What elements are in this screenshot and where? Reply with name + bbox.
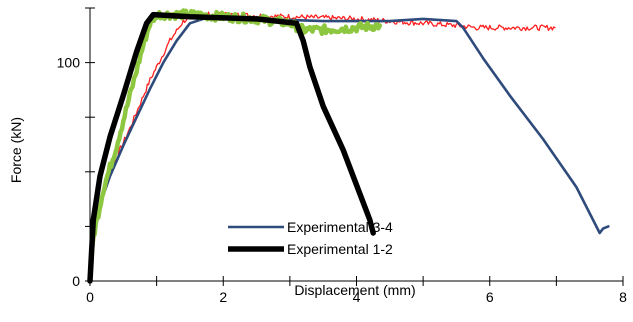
x-tick-label: 8 — [619, 289, 627, 305]
legend: Experimental 3-4 Experimental 1-2 — [228, 219, 393, 257]
y-axis-label: Force (kN) — [8, 117, 24, 183]
series-line-2 — [89, 11, 556, 282]
x-axis-label: Displacement (mm) — [294, 282, 415, 298]
x-tick-label: 4 — [353, 289, 361, 305]
x-tick-label: 2 — [219, 289, 227, 305]
x-tick-label: 0 — [86, 289, 94, 305]
y-tick-label: 100 — [57, 55, 81, 71]
series-line-1 — [87, 11, 376, 284]
legend-label: Experimental 1-2 — [287, 241, 393, 257]
legend-label: Experimental 3-4 — [287, 219, 393, 235]
axes — [85, 7, 624, 286]
x-tick-label: 6 — [486, 289, 494, 305]
plot-area — [87, 8, 610, 284]
y-tick-label: 0 — [72, 273, 80, 289]
tick-labels: 0 2 4 6 8 0 100 — [57, 55, 627, 305]
series-line-3 — [87, 8, 383, 284]
